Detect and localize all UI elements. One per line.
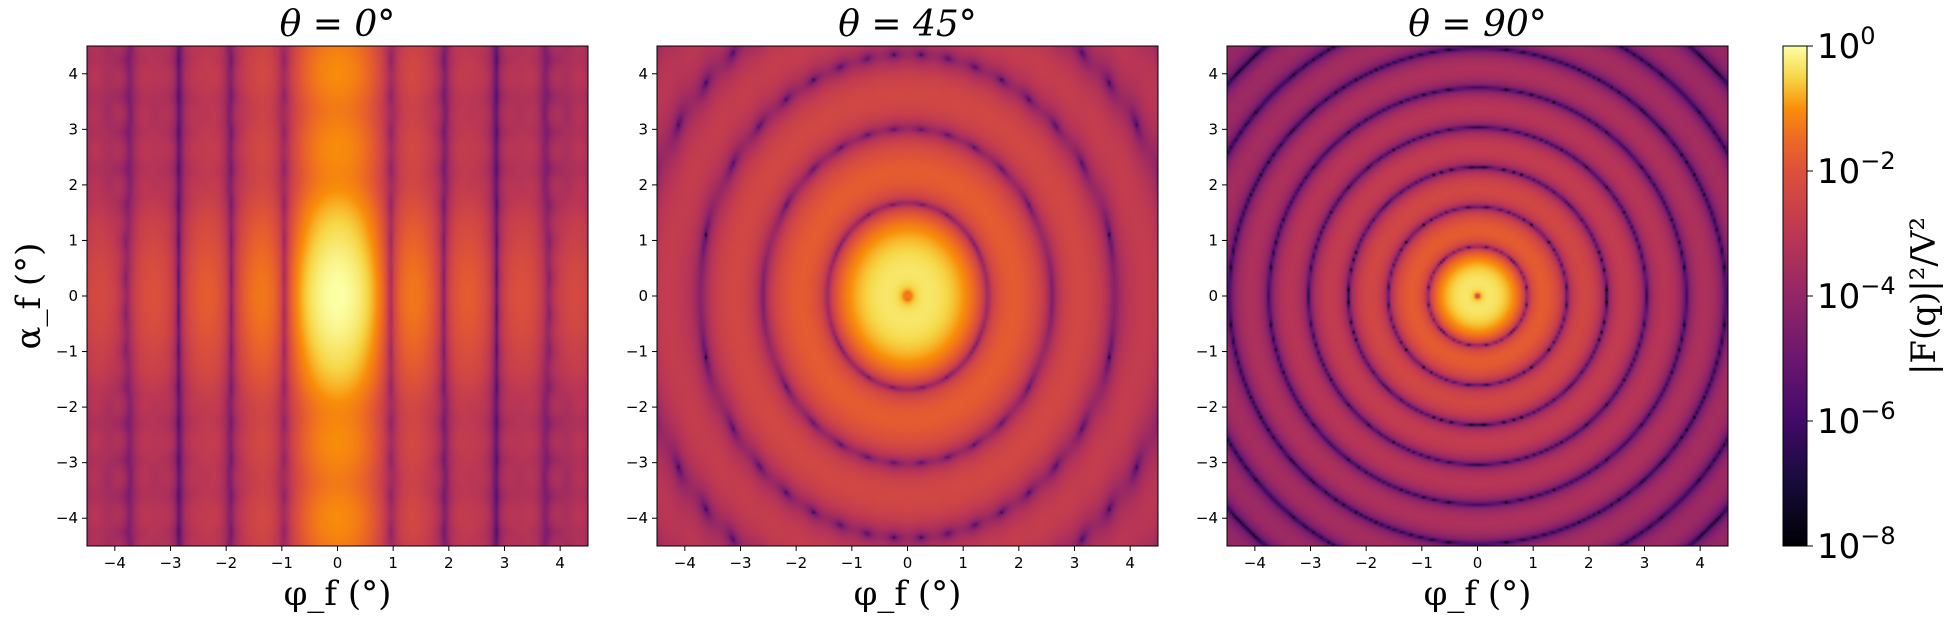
y-tick-label: 2 bbox=[1208, 176, 1218, 194]
heatmap-image bbox=[87, 46, 588, 546]
x-tick-label: 0 bbox=[903, 554, 913, 572]
y-tick-label: 1 bbox=[638, 231, 648, 249]
x-tick-label: 3 bbox=[500, 554, 510, 572]
x-tick-label: 1 bbox=[958, 554, 968, 572]
x-tick-label: −3 bbox=[729, 554, 751, 572]
panel-1: θ = 0° −4 −3 −2 −1 0 1 2 3 4 −4 −3 −2 −1 0 1 2 3 4 φ_f (°) α… bbox=[9, 4, 589, 614]
x-tick-label: −2 bbox=[215, 554, 237, 572]
y-tick-label: −3 bbox=[56, 454, 78, 472]
heatmap-image bbox=[1227, 46, 1728, 546]
x-tick-label: −4 bbox=[1244, 554, 1266, 572]
x-tick-label: −4 bbox=[104, 554, 126, 572]
x-axis-label: φ_f (°) bbox=[1424, 574, 1532, 614]
colorbar: 100 10−2 10−4 10−6 10−8 |F(q)|²/V² bbox=[1782, 22, 1944, 567]
colorbar-tick-label: 10−6 bbox=[1817, 397, 1896, 442]
panels-layer: θ = 0° −4 −3 −2 −1 0 1 2 3 4 −4 −3 −2 −1 0 1 2 3 4 φ_f (°) α… bbox=[9, 4, 1729, 614]
panel-title: θ = 90° bbox=[1408, 4, 1547, 45]
y-tick-label: −3 bbox=[626, 454, 648, 472]
x-tick-label: 1 bbox=[1528, 554, 1538, 572]
colorbar-tick-label: 10−4 bbox=[1817, 272, 1896, 317]
x-tick-label: −4 bbox=[674, 554, 696, 572]
y-tick-label: 1 bbox=[1208, 231, 1218, 249]
y-tick-label: −4 bbox=[56, 509, 78, 527]
x-tick-label: 2 bbox=[1584, 554, 1594, 572]
x-tick-label: −3 bbox=[159, 554, 181, 572]
x-tick-label: 4 bbox=[1695, 554, 1705, 572]
x-tick-label: −2 bbox=[785, 554, 807, 572]
panel-title: θ = 0° bbox=[280, 4, 396, 45]
y-tick-label: 3 bbox=[638, 120, 648, 138]
colorbar-gradient bbox=[1782, 45, 1808, 547]
y-tick-label: 4 bbox=[68, 65, 78, 83]
x-tick-label: 3 bbox=[1070, 554, 1080, 572]
y-tick-label: −1 bbox=[1196, 343, 1218, 361]
x-tick-label: 3 bbox=[1640, 554, 1650, 572]
panel-2: θ = 45° −4 −3 −2 −1 0 1 2 3 4 −4 −3 −2 −1 0 1 2 3 4 φ_f (°) bbox=[626, 4, 1159, 614]
x-tick-label: −1 bbox=[271, 554, 293, 572]
colorbar-label: |F(q)|²/V² bbox=[1904, 217, 1944, 375]
colorbar-tick-label: 100 bbox=[1817, 22, 1876, 67]
y-axis-label: α_f (°) bbox=[9, 243, 49, 350]
heatmap-image bbox=[657, 46, 1158, 546]
y-tick-label: −2 bbox=[1196, 398, 1218, 416]
y-tick-label: 3 bbox=[1208, 120, 1218, 138]
y-tick-label: 0 bbox=[638, 287, 648, 305]
y-tick-label: −2 bbox=[56, 398, 78, 416]
y-tick-label: 1 bbox=[68, 231, 78, 249]
y-tick-label: 2 bbox=[638, 176, 648, 194]
y-tick-label: 3 bbox=[68, 120, 78, 138]
x-tick-label: −3 bbox=[1299, 554, 1321, 572]
panel-3: θ = 90° −4 −3 −2 −1 0 1 2 3 4 −4 −3 −2 −1 0 1 2 3 4 φ_f (°) bbox=[1196, 4, 1729, 614]
y-tick-label: 0 bbox=[1208, 287, 1218, 305]
y-tick-label: −2 bbox=[626, 398, 648, 416]
y-tick-label: −4 bbox=[1196, 509, 1218, 527]
x-tick-label: 2 bbox=[444, 554, 454, 572]
panel-title: θ = 45° bbox=[838, 4, 977, 45]
y-tick-label: 4 bbox=[1208, 65, 1218, 83]
x-tick-label: 1 bbox=[388, 554, 398, 572]
x-tick-label: −1 bbox=[1411, 554, 1433, 572]
colorbar-tick-label: 10−2 bbox=[1817, 147, 1896, 192]
y-tick-label: −1 bbox=[56, 343, 78, 361]
y-tick-label: 2 bbox=[68, 176, 78, 194]
y-tick-label: −3 bbox=[1196, 454, 1218, 472]
x-axis-label: φ_f (°) bbox=[284, 574, 392, 614]
x-tick-label: 2 bbox=[1014, 554, 1024, 572]
y-tick-label: 4 bbox=[638, 65, 648, 83]
x-tick-label: 4 bbox=[555, 554, 565, 572]
x-tick-label: 4 bbox=[1125, 554, 1135, 572]
colorbar-tick-label: 10−8 bbox=[1817, 522, 1896, 567]
x-tick-label: 0 bbox=[333, 554, 343, 572]
y-tick-label: −4 bbox=[626, 509, 648, 527]
y-tick-label: 0 bbox=[68, 287, 78, 305]
x-tick-label: −2 bbox=[1355, 554, 1377, 572]
x-tick-label: −1 bbox=[841, 554, 863, 572]
y-tick-label: −1 bbox=[626, 343, 648, 361]
x-tick-label: 0 bbox=[1473, 554, 1483, 572]
x-axis-label: φ_f (°) bbox=[854, 574, 962, 614]
